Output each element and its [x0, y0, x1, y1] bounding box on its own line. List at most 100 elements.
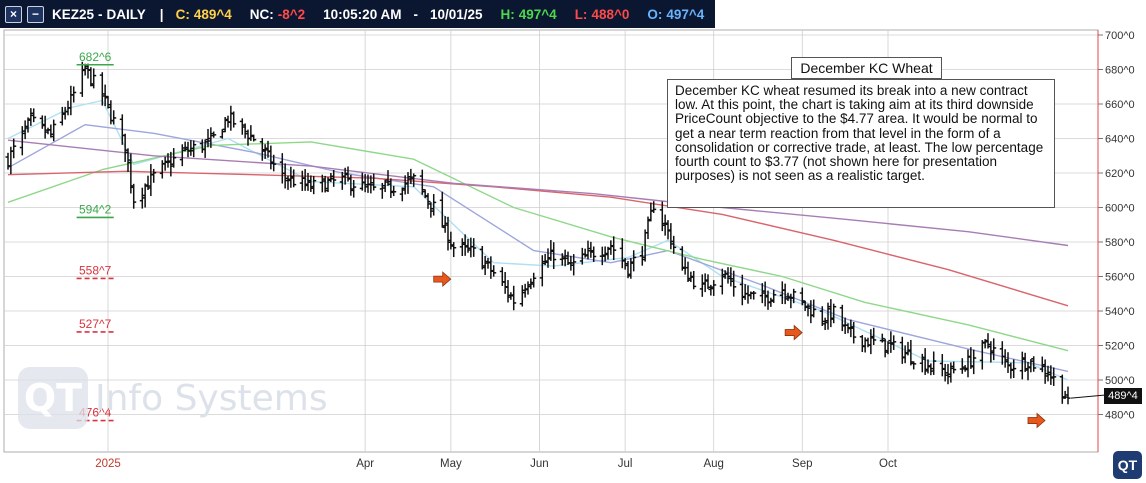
ohlc-bar [428, 202, 434, 218]
ohlc-bar [848, 319, 854, 338]
ohlc-bar [611, 236, 617, 261]
ohlc-bar [959, 358, 965, 374]
ohlc-bar [1051, 367, 1057, 386]
ohlc-bar [1042, 359, 1048, 384]
time-date-separator: - [413, 6, 418, 22]
ohlc-bar [271, 154, 277, 172]
ohlc-bar [28, 108, 34, 126]
ohlc-bar [1019, 351, 1025, 380]
ohlc-bar [971, 349, 977, 375]
ohlc-bar [211, 131, 217, 138]
ohlc-bar [759, 283, 765, 304]
ohlc-bar [828, 299, 834, 328]
ohlc-bar [771, 289, 777, 303]
ohlc-bar [91, 68, 97, 89]
ohlc-bar [622, 258, 628, 270]
ohlc-bar [411, 173, 417, 187]
ohlc-bar [251, 134, 257, 142]
ohlc-bar [391, 185, 397, 197]
ohlc-bar [662, 214, 668, 236]
open-label: O: [647, 6, 663, 22]
ohlc-bar [665, 220, 671, 240]
ohlc-bar [651, 201, 657, 213]
ohlc-bar [125, 148, 131, 172]
ohlc-bar [442, 216, 448, 233]
ohlc-bar [951, 361, 957, 374]
ohlc-bar [51, 119, 57, 142]
ohlc-bar [48, 124, 54, 138]
ohlc-bar [702, 273, 708, 293]
ohlc-bar [128, 153, 134, 194]
y-tick-label: 560^0 [1105, 272, 1135, 284]
qt-logo-icon[interactable]: QT [1113, 451, 1142, 479]
ohlc-bar [542, 253, 548, 266]
ohlc-bar [382, 179, 388, 193]
ohlc-bar [825, 302, 831, 330]
ohlc-bar [925, 359, 931, 374]
ohlc-bar [165, 153, 171, 168]
watermark-text: Info Systems [95, 378, 328, 419]
ohlc-bar [231, 111, 237, 128]
annotation-commentary: December KC wheat resumed its break into… [667, 79, 1055, 208]
ohlc-bar [928, 363, 934, 376]
ohlc-bar [202, 139, 208, 158]
ohlc-bar [319, 174, 325, 193]
ohlc-bar [308, 175, 314, 192]
ohlc-bar [725, 267, 731, 284]
ohlc-bar [531, 272, 537, 288]
price-count-label: 594^2 [79, 202, 112, 216]
ohlc-bar [371, 173, 377, 191]
ohlc-bar [891, 335, 897, 350]
close-value: 489^4 [193, 6, 232, 22]
target-arrow-icon [784, 324, 803, 341]
ohlc-bar [568, 255, 574, 271]
ohlc-bar [288, 166, 294, 188]
symbol-label: KEZ25 [52, 6, 95, 22]
ohlc-bar [385, 170, 391, 186]
ohlc-bar [302, 169, 308, 191]
x-tick-label: Sep [792, 458, 812, 470]
ohlc-bar [262, 144, 268, 159]
ohlc-bar [708, 284, 714, 296]
y-tick-label: 500^0 [1105, 375, 1135, 387]
ohlc-bar [562, 249, 568, 267]
ohlc-bar [888, 331, 894, 353]
ohlc-bar [785, 292, 791, 302]
ohlc-bar [528, 278, 534, 290]
x-tick-label: May [440, 458, 462, 470]
ohlc-bar [142, 183, 148, 208]
x-tick-label: 2025 [95, 458, 121, 470]
ohlc-bar [479, 245, 485, 270]
open-value: 497^4 [666, 6, 705, 22]
ohlc-bar [311, 176, 317, 195]
ohlc-bar [451, 242, 457, 258]
close-window-icon[interactable]: × [5, 5, 22, 23]
ohlc-bar [459, 238, 465, 257]
ohlc-bar [625, 261, 631, 279]
ohlc-bar [582, 248, 588, 258]
ohlc-bar [908, 339, 914, 366]
ohlc-bar [151, 168, 157, 183]
ohlc-bar [388, 178, 394, 199]
ohlc-bar [139, 187, 145, 209]
ohlc-bar [539, 255, 545, 287]
x-tick-label: Jul [618, 458, 633, 470]
ohlc-bar [948, 362, 954, 383]
x-tick-label: Jun [530, 458, 549, 470]
minimize-window-icon[interactable]: − [27, 5, 44, 23]
ohlc-bar [919, 353, 925, 373]
ohlc-bar [368, 175, 374, 194]
ohlc-bar [699, 274, 705, 297]
period-label: DAILY [106, 6, 146, 22]
ohlc-bar [131, 183, 137, 209]
ohlc-bar [25, 117, 31, 133]
ohlc-bar [762, 281, 768, 307]
ohlc-bar [285, 175, 291, 190]
ohlc-bar [962, 365, 968, 372]
x-tick-label: Apr [356, 458, 374, 470]
ohlc-bar [571, 254, 577, 276]
low-label: L: [574, 6, 588, 22]
ohlc-bar [188, 140, 194, 156]
moving-average-line [7, 170, 1069, 307]
ohlc-bar [111, 110, 117, 125]
